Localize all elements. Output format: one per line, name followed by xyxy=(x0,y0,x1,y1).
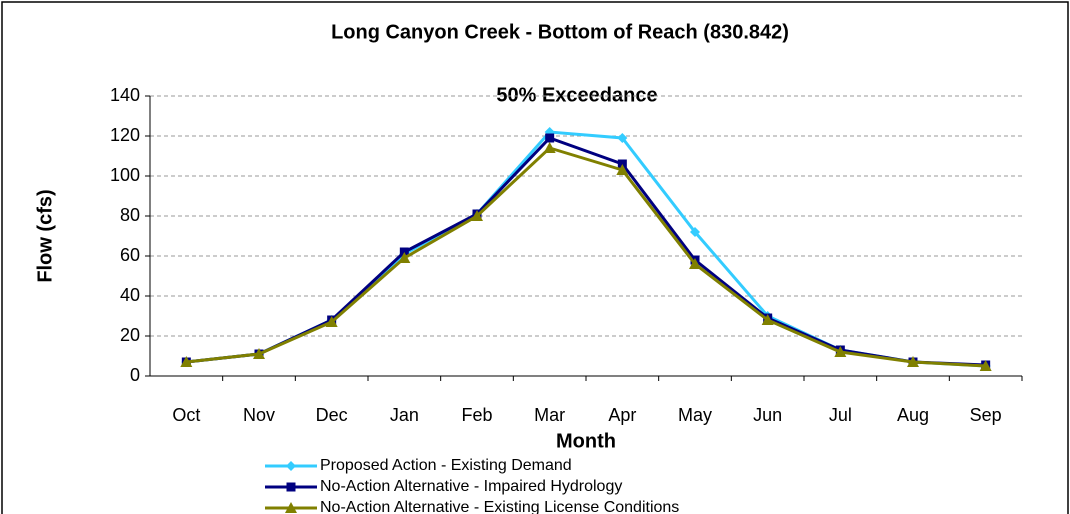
marker xyxy=(286,482,296,492)
legend-label: Proposed Action - Existing Demand xyxy=(320,457,572,474)
y-axis-title: Flow (cfs) xyxy=(34,189,56,282)
series-line xyxy=(186,136,986,367)
series-line xyxy=(186,146,986,368)
marker xyxy=(471,210,483,221)
marker xyxy=(180,356,193,367)
marker xyxy=(690,227,700,237)
x-tick-label: May xyxy=(678,405,712,425)
marker xyxy=(398,252,411,263)
x-tick-label: Feb xyxy=(461,405,492,425)
y-tick-label: 20 xyxy=(120,325,140,345)
y-tick-label: 80 xyxy=(120,205,140,225)
x-tick-label: Sep xyxy=(970,405,1002,425)
x-tick-label: Mar xyxy=(534,405,565,425)
x-axis-title: Month xyxy=(556,430,616,452)
x-tick-label: Aug xyxy=(897,405,929,425)
x-tick-label: Dec xyxy=(316,405,348,425)
marker xyxy=(979,360,992,371)
y-tick-label: 0 xyxy=(130,365,140,385)
marker xyxy=(286,461,296,471)
marker xyxy=(253,348,265,359)
marker xyxy=(689,258,701,269)
marker xyxy=(545,133,555,143)
y-tick-label: 100 xyxy=(110,165,140,185)
marker xyxy=(617,133,628,143)
marker xyxy=(543,142,556,153)
legend-label: No-Action Alternative - Impaired Hydrolo… xyxy=(320,478,622,495)
annotation: 50% Exceedance xyxy=(496,84,657,106)
legend-label: No-Action Alternative - Existing License… xyxy=(320,499,679,514)
marker xyxy=(325,316,338,327)
marker xyxy=(834,346,847,357)
x-tick-label: Jan xyxy=(390,405,419,425)
x-tick-label: Nov xyxy=(243,405,275,425)
x-tick-label: Jun xyxy=(753,405,782,425)
y-tick-label: 40 xyxy=(120,285,140,305)
marker xyxy=(285,502,297,513)
chart-title: Long Canyon Creek - Bottom of Reach (830… xyxy=(331,21,789,43)
y-tick-label: 140 xyxy=(110,85,140,105)
marker xyxy=(907,356,919,367)
x-tick-label: Apr xyxy=(608,405,636,425)
x-tick-label: Oct xyxy=(172,405,200,425)
y-tick-label: 120 xyxy=(110,125,140,145)
marker xyxy=(761,314,774,325)
x-tick-label: Jul xyxy=(829,405,852,425)
marker xyxy=(616,164,629,175)
y-tick-label: 60 xyxy=(120,245,140,265)
